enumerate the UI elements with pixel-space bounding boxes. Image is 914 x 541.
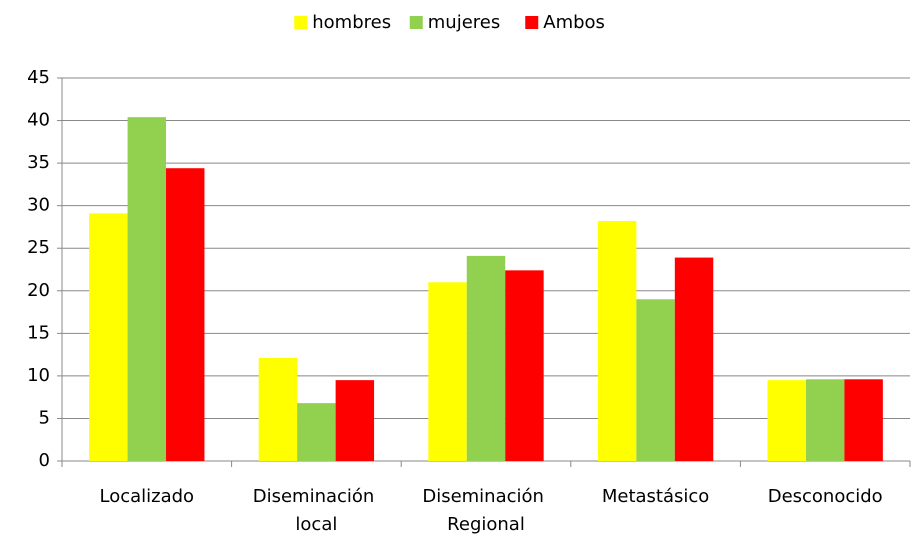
- legend-label: Ambos: [543, 12, 605, 33]
- y-tick-label: 20: [27, 280, 50, 301]
- bar: [805, 379, 845, 461]
- y-tick-label: 10: [27, 365, 50, 386]
- bar: [258, 358, 298, 461]
- y-tick-label: 30: [27, 195, 50, 216]
- bar: [636, 299, 675, 461]
- y-tick-label: 40: [27, 110, 50, 131]
- y-tick-label: 15: [27, 322, 50, 343]
- bar: [335, 380, 375, 461]
- bar: [674, 257, 714, 461]
- bar: [466, 255, 506, 461]
- bar: [428, 282, 467, 461]
- y-tick-label: 25: [27, 237, 50, 258]
- x-tick-label: Diseminación local: [253, 486, 380, 535]
- x-tick-label: Desconocido: [768, 486, 883, 507]
- y-tick-label: 35: [27, 152, 50, 173]
- bar: [505, 270, 544, 461]
- legend-label: hombres: [312, 12, 391, 33]
- bar: [844, 379, 883, 461]
- y-tick-label: 45: [27, 67, 50, 88]
- bar: [297, 403, 336, 461]
- y-tick-label: 5: [39, 407, 50, 428]
- bar: [166, 168, 205, 461]
- y-tick-label: 0: [39, 450, 50, 471]
- bar: [597, 220, 637, 461]
- bar: [767, 380, 806, 461]
- x-tick-label: Diseminación Regional: [422, 486, 549, 535]
- legend-label: mujeres: [428, 12, 500, 33]
- x-tick-label: Localizado: [100, 486, 195, 507]
- legend-swatch: [409, 16, 423, 29]
- bar: [89, 213, 128, 461]
- x-tick-label: Metastásico: [602, 486, 709, 507]
- bar: [127, 117, 167, 461]
- legend-swatch: [294, 16, 308, 29]
- legend-swatch: [525, 16, 539, 29]
